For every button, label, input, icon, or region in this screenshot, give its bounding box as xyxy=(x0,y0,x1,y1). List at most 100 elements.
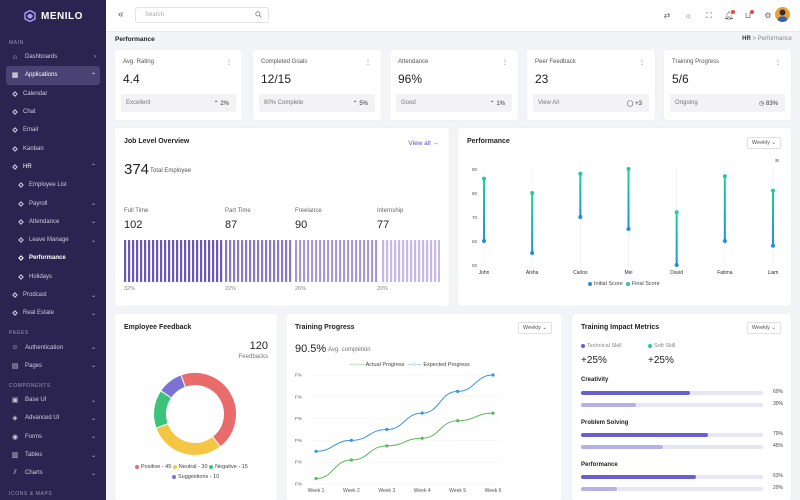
legend-dot-neutral xyxy=(172,464,177,469)
sidebar-item-applications[interactable]: ▦ Applications ⌃ xyxy=(6,66,100,85)
diamond-icon xyxy=(12,310,18,317)
sidebar-item-email[interactable]: Email xyxy=(0,121,106,139)
chevron-down-icon: ⌄ xyxy=(90,397,96,404)
metric-bar-fill xyxy=(581,403,636,407)
kpi-value: 96% xyxy=(398,72,423,86)
dumbbell-bar xyxy=(483,178,485,241)
kpi-footer[interactable]: View All ◯ +3 xyxy=(533,94,649,112)
more-vertical-icon[interactable]: ⋮ xyxy=(639,60,645,66)
sidebar-item-label: Chat xyxy=(23,109,36,116)
job-level-stripe xyxy=(311,240,314,282)
job-level-stripe xyxy=(140,240,143,282)
sidebar-item-tables[interactable]: ▥ Tables ⌄ xyxy=(0,446,106,464)
chart-menu-icon[interactable]: ≡ xyxy=(774,158,779,165)
x-tick-label: Carlos xyxy=(573,270,588,276)
grid-icon: ▦ xyxy=(11,72,19,80)
kpi-card-attendance: Attendance ⋮ 96% Good ⌃ 1% xyxy=(390,50,518,120)
job-level-stripe xyxy=(216,240,219,282)
kpi-value: 23 xyxy=(535,72,549,86)
more-vertical-icon[interactable]: ⋮ xyxy=(502,60,508,66)
sidebar-item-chat[interactable]: Chat xyxy=(0,103,106,121)
job-level-stripe xyxy=(359,240,362,282)
sidebar-item-authentication[interactable]: ☺ Authentication ⌄ xyxy=(0,338,106,356)
legend-marker-expected: —○— xyxy=(407,362,422,368)
settings-gear-icon[interactable]: ⚙ xyxy=(764,11,772,20)
job-level-stripe xyxy=(233,240,236,282)
chevron-up-icon: ⌃ xyxy=(90,164,96,171)
period-dropdown[interactable]: Weekly ⌄ xyxy=(746,322,781,334)
dumbbell-bar xyxy=(723,176,726,241)
sidebar-item-label: HR xyxy=(23,163,32,170)
more-vertical-icon[interactable]: ⋮ xyxy=(775,60,781,66)
metric-bar-fill xyxy=(581,445,663,449)
collapse-sidebar-icon[interactable]: « xyxy=(118,9,124,20)
fullscreen-icon[interactable]: ⛶ xyxy=(706,11,712,20)
page-title: Performance xyxy=(115,36,155,43)
job-level-stripe xyxy=(367,240,370,282)
job-level-percent: 20% xyxy=(377,286,389,292)
period-dropdown[interactable]: Weekly ⌄ xyxy=(746,137,781,149)
job-level-stripe xyxy=(184,240,187,282)
kpi-value: 12/15 xyxy=(261,72,292,86)
sidebar-item-leave-manage[interactable]: Leave Manage ⌄ xyxy=(0,231,106,249)
breadcrumb-parent[interactable]: HR xyxy=(742,36,751,42)
job-level-stripe xyxy=(351,240,354,282)
sidebar-item-base-ui[interactable]: ▣ Base UI ⌄ xyxy=(0,391,106,409)
sidebar-item-pages[interactable]: ▤ Pages ⌄ xyxy=(0,357,106,375)
sidebar-item-kanban[interactable]: Kanban xyxy=(0,139,106,157)
job-level-percent: 22% xyxy=(225,286,237,292)
metric-bar-track xyxy=(581,403,763,407)
cart-icon[interactable]: ⊔ xyxy=(743,10,754,21)
sidebar-item-advanced-ui[interactable]: ◈ Advanced UI ⌄ xyxy=(0,409,106,427)
breadcrumb: HR > Performance xyxy=(742,36,792,42)
job-level-stripe xyxy=(144,240,147,282)
app-logo[interactable]: MENILO xyxy=(0,0,106,32)
sidebar-item-label: Holidays xyxy=(29,273,53,280)
sidebar-item-calendar[interactable]: Calendar xyxy=(0,85,106,103)
job-level-stripe xyxy=(398,240,401,282)
job-level-stripe xyxy=(295,240,298,282)
job-level-stripe xyxy=(172,240,175,282)
view-all-link[interactable]: View all → xyxy=(408,140,439,147)
theme-sun-icon[interactable]: ☼ xyxy=(684,11,692,20)
job-level-stripe xyxy=(176,240,179,282)
metric-bar-label: 20% xyxy=(772,485,783,491)
sidebar-item-payroll[interactable]: Payroll ⌄ xyxy=(0,194,106,212)
more-vertical-icon[interactable]: ⋮ xyxy=(226,60,232,66)
initial-score-point xyxy=(771,243,775,248)
sidebar-item-performance[interactable]: Performance xyxy=(0,249,106,267)
diamond-icon xyxy=(18,218,24,225)
sidebar-item-holidays[interactable]: Holidays xyxy=(0,268,106,286)
soft-skill-label: Soft Skill xyxy=(654,343,676,349)
job-level-stripe xyxy=(422,240,425,282)
translate-icon[interactable]: ⇄ xyxy=(663,11,671,20)
performance-legend: Initial Score Final Score xyxy=(588,281,660,287)
sidebar-item-prodcast[interactable]: Prodcast ⌄ xyxy=(0,286,106,304)
chevron-down-icon: ⌄ xyxy=(771,325,776,331)
card-title: Job Level Overview xyxy=(124,138,190,145)
kpi-label: Peer Feedback xyxy=(535,59,576,65)
sidebar-item-dashboards[interactable]: ⌂ Dashboards › xyxy=(0,48,106,66)
sidebar-item-forms[interactable]: ◉ Forms ⌄ xyxy=(0,428,106,446)
series-point xyxy=(420,411,424,415)
period-dropdown[interactable]: Weekly ⌄ xyxy=(517,322,552,334)
sidebar-item-hr[interactable]: HR ⌃ xyxy=(0,158,106,176)
chat-icon: ◯ xyxy=(626,101,636,107)
more-vertical-icon[interactable]: ⋮ xyxy=(365,60,371,66)
job-level-stripe xyxy=(315,240,318,282)
kpi-footer-label: Good xyxy=(401,100,416,106)
chevron-right-icon: › xyxy=(94,54,96,61)
user-avatar[interactable] xyxy=(775,7,790,22)
sidebar-item-real-estate[interactable]: Real Estate ⌄ xyxy=(0,304,106,322)
dumbbell-bar xyxy=(675,212,678,265)
sidebar-item-employee-list[interactable]: Employee List xyxy=(0,176,106,194)
job-level-stripe xyxy=(426,240,429,282)
kpi-footer-label[interactable]: View All xyxy=(538,100,559,106)
sidebar-item-label: Payroll xyxy=(29,200,48,207)
search-input[interactable]: Search xyxy=(135,7,269,23)
sidebar-item-charts[interactable]: ⫽ Charts ⌄ xyxy=(0,464,106,482)
sidebar-item-attendance[interactable]: Attendance ⌄ xyxy=(0,213,106,231)
chevron-down-icon: ⌄ xyxy=(771,140,776,146)
notification-bell-icon[interactable]: 🔔︎ xyxy=(724,10,735,20)
layers-icon: ◈ xyxy=(12,415,18,423)
